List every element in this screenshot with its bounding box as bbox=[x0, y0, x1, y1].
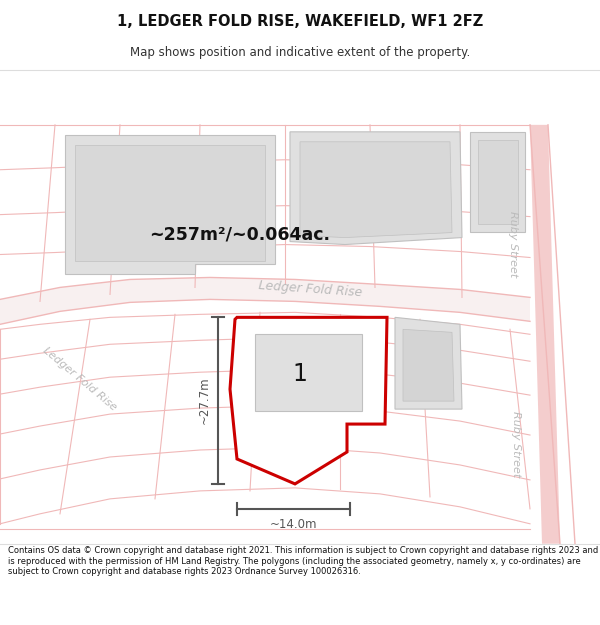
Polygon shape bbox=[230, 318, 387, 484]
Polygon shape bbox=[478, 140, 518, 224]
Text: Ledger Fold Rise: Ledger Fold Rise bbox=[257, 279, 362, 299]
Polygon shape bbox=[290, 132, 462, 244]
Text: Map shows position and indicative extent of the property.: Map shows position and indicative extent… bbox=[130, 46, 470, 59]
Polygon shape bbox=[403, 329, 454, 401]
Polygon shape bbox=[395, 318, 462, 409]
Text: ~257m²/~0.064ac.: ~257m²/~0.064ac. bbox=[149, 226, 331, 244]
Text: ~27.7m: ~27.7m bbox=[197, 377, 211, 424]
Polygon shape bbox=[530, 125, 560, 544]
Polygon shape bbox=[0, 278, 530, 324]
Text: Ruby Street: Ruby Street bbox=[511, 411, 521, 477]
Polygon shape bbox=[65, 135, 275, 274]
Polygon shape bbox=[255, 334, 362, 411]
Text: ~14.0m: ~14.0m bbox=[270, 518, 317, 531]
Text: Ruby Street: Ruby Street bbox=[508, 211, 518, 278]
Text: 1, LEDGER FOLD RISE, WAKEFIELD, WF1 2FZ: 1, LEDGER FOLD RISE, WAKEFIELD, WF1 2FZ bbox=[117, 14, 483, 29]
Polygon shape bbox=[470, 132, 525, 232]
Text: Contains OS data © Crown copyright and database right 2021. This information is : Contains OS data © Crown copyright and d… bbox=[8, 546, 598, 576]
Text: Ledger Fold Rise: Ledger Fold Rise bbox=[41, 346, 119, 413]
Polygon shape bbox=[300, 142, 452, 238]
Polygon shape bbox=[75, 145, 265, 261]
Text: 1: 1 bbox=[293, 362, 307, 386]
